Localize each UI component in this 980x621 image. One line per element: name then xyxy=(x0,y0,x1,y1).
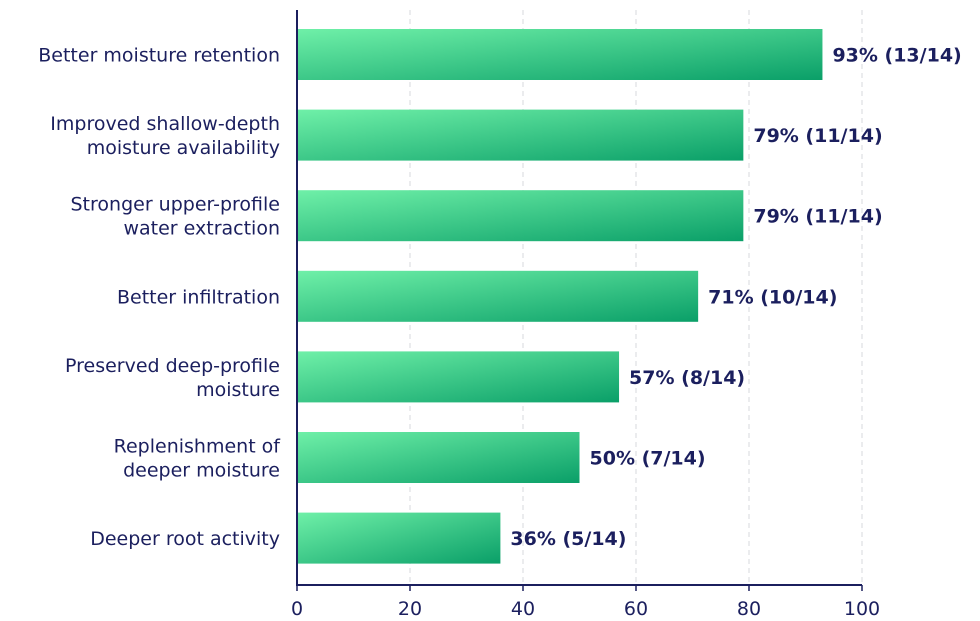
bar-4 xyxy=(297,351,620,403)
category-label-0: Better moisture retention xyxy=(38,45,280,67)
bar-1 xyxy=(297,109,744,161)
x-tick-label-20: 20 xyxy=(398,598,422,620)
value-label-4: 57% (8/14) xyxy=(629,367,745,389)
bar-3 xyxy=(297,270,699,322)
x-tick-label-60: 60 xyxy=(624,598,648,620)
category-label-3: Better infiltration xyxy=(117,286,280,308)
x-tick-label-100: 100 xyxy=(844,598,880,620)
grid-lines xyxy=(409,10,863,585)
value-label-1: 79% (11/14) xyxy=(753,125,882,147)
x-tick-label-0: 0 xyxy=(291,598,303,620)
value-label-6: 36% (5/14) xyxy=(510,528,626,550)
category-label-4: Preserved deep-profile moisture xyxy=(65,355,280,401)
value-label-3: 71% (10/14) xyxy=(708,286,837,308)
category-label-1: Improved shallow-depth moisture availabil… xyxy=(50,113,280,159)
bars xyxy=(297,29,823,564)
x-tick-label-40: 40 xyxy=(511,598,535,620)
value-label-0: 93% (13/14) xyxy=(832,45,961,67)
labels: 93% (13/14) Better moisture retention 79% … xyxy=(38,45,961,621)
x-tick-label-80: 80 xyxy=(737,598,761,620)
category-label-6: Deeper root activity xyxy=(90,528,280,550)
category-label-2: Stronger upper-profile water extraction xyxy=(71,194,281,240)
bar-5 xyxy=(297,432,580,483)
bar-2 xyxy=(297,190,744,242)
bar-6 xyxy=(297,512,501,564)
value-label-5: 50% (7/14) xyxy=(590,448,706,470)
bar-0 xyxy=(297,29,823,80)
value-label-2: 79% (11/14) xyxy=(753,206,882,228)
axes xyxy=(296,10,863,591)
category-label-5: Replenishment of deeper moisture xyxy=(114,436,282,482)
